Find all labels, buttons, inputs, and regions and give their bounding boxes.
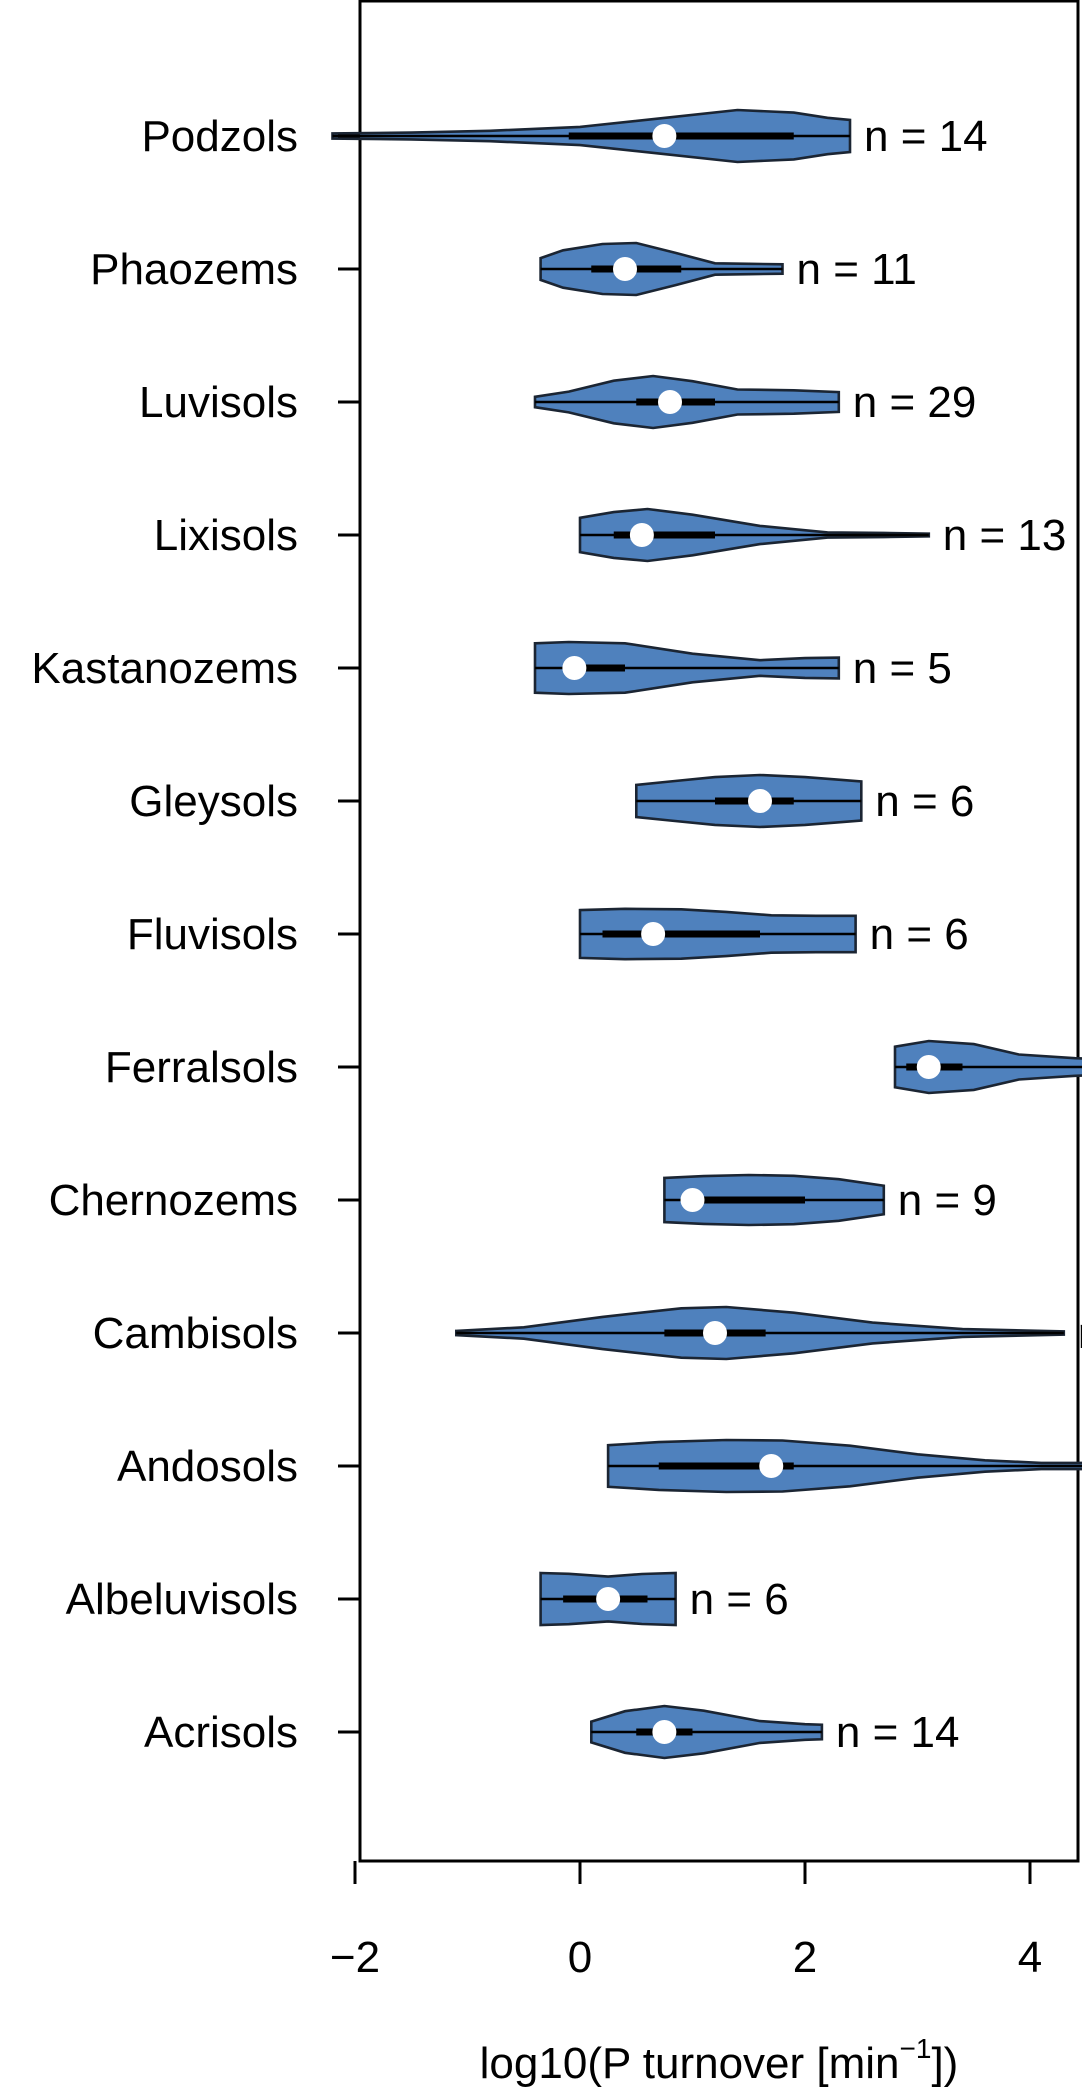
category-label-gleysols: Gleysols — [129, 777, 298, 826]
x-axis: −202468 — [330, 1861, 1042, 1982]
median-point-acrisols — [652, 1720, 677, 1744]
x-axis-title-superscript: −1 — [900, 2033, 932, 2064]
median-point-luvisols — [658, 390, 682, 414]
median-point-albeluvisols — [596, 1587, 621, 1611]
median-point-cambisols — [703, 1321, 727, 1345]
n-label-fluvisols: n = 6 — [870, 910, 969, 959]
category-label-kastanozems: Kastanozems — [31, 644, 298, 693]
y-axis: Podzols Phaozems Luvisols Lixisols Kastanoze… — [31, 112, 360, 1757]
median-point-chernozems — [680, 1188, 705, 1212]
n-label-kastanozems: n = 5 — [853, 644, 952, 693]
median-point-andosols — [759, 1454, 784, 1478]
x-tick-label-3: 4 — [1018, 1933, 1042, 1982]
n-label-acrisols: n = 14 — [836, 1708, 960, 1757]
category-label-lixisols: Lixisols — [154, 511, 298, 560]
category-label-albeluvisols: Albeluvisols — [66, 1575, 298, 1624]
n-label-gleysols: n = 6 — [875, 777, 974, 826]
category-label-fluvisols: Fluvisols — [127, 910, 298, 959]
n-label-lixisols: n = 13 — [943, 511, 1067, 560]
category-label-podzols: Podzols — [141, 112, 298, 161]
median-point-podzols — [652, 124, 677, 148]
x-tick-label-2: 2 — [793, 1933, 817, 1982]
x-tick-label-1: 0 — [568, 1933, 592, 1982]
n-label-luvisols: n = 29 — [853, 378, 977, 427]
category-label-luvisols: Luvisols — [139, 378, 298, 427]
n-label-phaozems: n = 11 — [797, 245, 917, 294]
n-label-albeluvisols: n = 6 — [690, 1575, 789, 1624]
n-label-podzols: n = 14 — [864, 112, 988, 161]
median-point-phaozems — [613, 257, 637, 281]
n-label-cambisols: n = 26 — [1078, 1309, 1082, 1358]
median-point-fluvisols — [641, 922, 666, 946]
x-axis-title: log10(P turnover [min−1]) — [480, 2033, 959, 2088]
category-label-phaozems: Phaozems — [90, 245, 298, 294]
category-label-ferralsols: Ferralsols — [105, 1043, 298, 1092]
x-axis-title-suffix: ]) — [931, 2039, 958, 2088]
category-label-cambisols: Cambisols — [93, 1309, 298, 1358]
median-point-lixisols — [629, 523, 654, 547]
median-point-kastanozems — [562, 656, 587, 680]
category-label-chernozems: Chernozems — [49, 1176, 298, 1225]
x-tick-label-0: −2 — [330, 1933, 380, 1982]
median-point-ferralsols — [916, 1055, 941, 1079]
violin-group: n = 14 n = 11 n = 29 n = 13 n = 5 n = 6 n = 6 n… — [331, 108, 1082, 1760]
plot-frame — [358, 0, 1080, 1863]
n-label-chernozems: n = 9 — [898, 1176, 997, 1225]
category-label-acrisols: Acrisols — [144, 1708, 298, 1757]
median-point-gleysols — [748, 789, 772, 813]
category-label-andosols: Andosols — [117, 1442, 298, 1491]
